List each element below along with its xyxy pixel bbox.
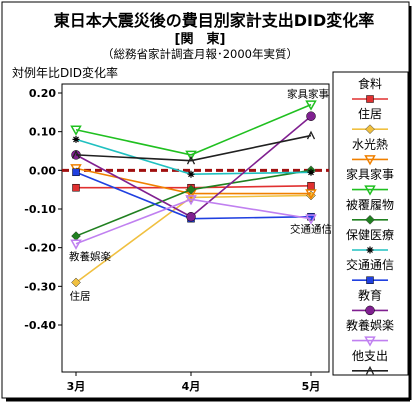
legend-label-9: 教養娯楽: [346, 318, 394, 333]
annotation-label: 交通通信: [290, 223, 332, 236]
x-tick-label: 5月: [302, 380, 321, 393]
legend-marker-7: [366, 276, 374, 284]
data-point-9-1: [70, 239, 82, 250]
data-point-1-1: [72, 183, 80, 192]
data-point-1-3: [307, 182, 315, 190]
y-tick-label: 0.00: [29, 164, 56, 177]
y-tick-label: -0.10: [24, 203, 56, 216]
data-point-3-3: [305, 189, 317, 200]
series-line-9: [75, 198, 312, 245]
y-tick-label: -0.40: [24, 319, 56, 332]
data-point-10-3: [306, 130, 316, 140]
data-point-4-2: [185, 150, 197, 161]
legend-label-8: 教育: [358, 287, 382, 302]
legend-label-10: 他支出: [352, 349, 388, 363]
legend-marker-5: [365, 214, 375, 225]
legend-marker-6: [366, 246, 374, 254]
data-point-4-1: [70, 125, 82, 136]
data-point-5-2: [186, 184, 196, 195]
data-point-7-1: [72, 168, 80, 177]
data-point-6-2: [187, 170, 195, 178]
x-tick-label: 3月: [67, 380, 86, 393]
x-ticks: 3月 4月 5月: [67, 372, 321, 393]
series-line-10: [75, 134, 312, 162]
y-ticks: 0.20 0.10 0.00 -0.10 -0.20 -0.30 -0.40: [24, 87, 62, 332]
legend-label-4: 家具家事: [346, 167, 394, 182]
x-tick-label: 4月: [182, 380, 201, 393]
legend-label-7: 交通通信: [346, 257, 394, 272]
series-line-4: [75, 103, 312, 156]
legend-marker-2: [365, 124, 375, 135]
legend-label-5: 被覆履物: [346, 198, 394, 212]
y-axis-label: 対例年比DID変化率: [12, 65, 118, 80]
legend-marker-1: [366, 95, 374, 103]
series-layer: [62, 100, 329, 288]
chart-note: （総務省家計調査月報･2000年実質）: [102, 47, 298, 61]
data-point-10-2: [186, 155, 196, 165]
legend-marker-10: [365, 365, 375, 375]
legend-marker-4: [364, 185, 376, 196]
chart-title: 東日本大震災後の費目別家計支出DID変化率: [54, 11, 375, 30]
plot-area: [61, 83, 330, 373]
legend-label-6: 保健医療: [346, 228, 394, 242]
annotation-label: 住居: [70, 289, 91, 302]
y-tick-label: -0.20: [24, 242, 56, 255]
data-point-9-3: [305, 214, 317, 225]
y-tick-label: 0.10: [29, 126, 56, 139]
annotation-label: 教養娯楽: [69, 250, 111, 263]
legend-label-3: 水光熱: [352, 137, 388, 151]
y-tick-label: -0.30: [24, 280, 56, 293]
legend-label-2: 住居: [358, 107, 382, 121]
legend-marker-3: [364, 155, 376, 166]
data-point-8-3: [306, 111, 316, 121]
y-tick-label: 0.20: [29, 87, 56, 100]
legend-label-1: 食料: [358, 76, 382, 91]
data-point-8-2: [186, 211, 196, 222]
data-point-6-3: [307, 168, 315, 176]
legend-marker-9: [364, 336, 376, 347]
data-point-6-1: [72, 135, 80, 143]
legend-marker-8: [365, 305, 375, 316]
data-point-10-1: [71, 149, 81, 159]
data-point-2-1: [71, 277, 81, 288]
chart-subtitle: [関 東]: [175, 31, 226, 47]
annotation-label: 家具家事: [287, 88, 329, 101]
data-point-9-2: [185, 195, 197, 206]
data-point-4-3: [305, 100, 317, 111]
